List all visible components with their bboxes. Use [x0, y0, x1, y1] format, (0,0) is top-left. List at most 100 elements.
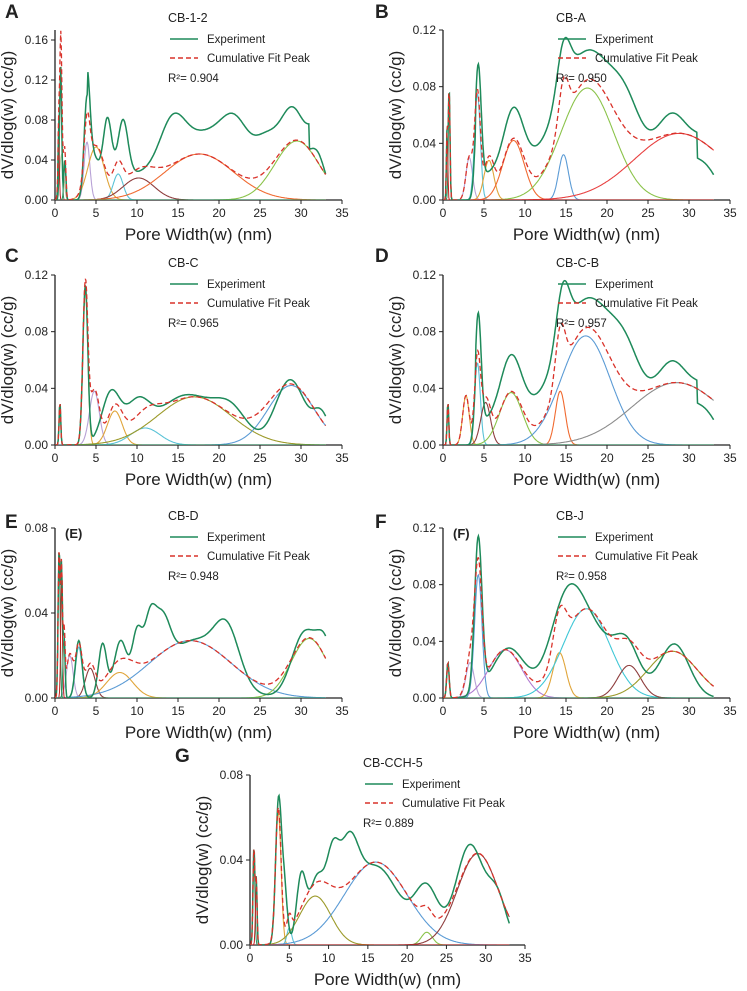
r-squared-label: R²= 0.965	[168, 318, 219, 330]
cumulative-fit-curve	[55, 30, 327, 200]
fit-component-curve	[443, 652, 714, 698]
chart-panel-b: B 0 5 10 15 20 25 30 35 0.00 0.04 0.08 0.12 Pore Widt…	[375, 2, 737, 244]
fit-component-curve	[55, 640, 326, 698]
sample-title: CB-J	[556, 509, 584, 523]
x-tick-label: 20	[600, 451, 614, 465]
y-axis-title: dV/dlog(w) (cc/g)	[0, 51, 17, 179]
y-tick-label: 0.12	[413, 521, 437, 535]
x-tick-label: 20	[400, 951, 414, 965]
fit-component-curve	[55, 141, 326, 200]
y-tick-label: 0.04	[25, 606, 49, 620]
x-tick-label: 30	[294, 451, 308, 465]
plot-area	[443, 36, 715, 200]
panel-letter: F	[375, 512, 387, 533]
inset-tag: (F)	[453, 526, 470, 541]
cumulative-fit-curve	[250, 807, 510, 945]
micropore-peak-curve	[250, 849, 510, 945]
chart-panel-d: D 0 5 10 15 20 25 30 35 0.00 0.04 0.08 0.12 Pore Widt…	[375, 246, 737, 489]
panel-letter: E	[5, 512, 18, 533]
legend-label-experiment: Experiment	[402, 779, 461, 791]
sample-title: CB-1-2	[168, 11, 208, 25]
fit-component-curve	[443, 382, 714, 445]
chart-panel-e: E 0 5 10 15 20 25 30 35 0.00 0.04 0.08 Pore Width(w)…	[0, 509, 349, 742]
y-tick-label: 0.12	[25, 73, 49, 87]
r-squared-label: R²= 0.948	[168, 571, 219, 583]
x-axis-title: Pore Width(w) (nm)	[125, 723, 272, 742]
x-tick-label: 10	[130, 704, 144, 718]
x-tick-label: 25	[440, 951, 454, 965]
experiment-curve	[55, 66, 327, 200]
cumulative-fit-curve	[55, 552, 327, 698]
legend-label-fit: Cumulative Fit Peak	[595, 551, 698, 563]
chart-panel-a: A 0 5 10 15 20 25 30 35 0.00 0.04 0.08 0.12 0.16 Pore …	[0, 2, 349, 244]
x-tick-label: 25	[253, 206, 267, 220]
micropore-peak-curve	[55, 67, 326, 200]
legend-label-experiment: Experiment	[207, 34, 266, 46]
y-tick-label: 0.12	[413, 23, 437, 37]
y-axis-title: dV/dlog(w) (cc/g)	[386, 549, 405, 677]
plot-area	[250, 793, 511, 945]
y-tick-label: 0.04	[25, 153, 49, 167]
y-tick-label: 0.08	[25, 521, 49, 535]
x-tick-label: 10	[518, 704, 532, 718]
y-tick-label: 0.00	[413, 438, 437, 452]
y-tick-label: 0.04	[220, 853, 244, 867]
x-tick-label: 15	[361, 951, 375, 965]
y-tick-label: 0.12	[413, 268, 437, 282]
fit-component-curve	[55, 173, 326, 200]
x-tick-label: 15	[559, 704, 573, 718]
x-axis-title: Pore Width(w) (nm)	[513, 470, 660, 489]
fit-component-curve	[55, 671, 326, 698]
x-tick-label: 10	[130, 206, 144, 220]
sample-title: CB-C-B	[556, 256, 599, 270]
legend-label-experiment: Experiment	[595, 34, 654, 46]
y-tick-label: 0.08	[25, 325, 49, 339]
x-tick-label: 35	[335, 704, 349, 718]
fit-component-curve	[443, 661, 714, 698]
fit-component-curve	[250, 927, 510, 945]
x-tick-label: 25	[253, 704, 267, 718]
chart-panel-c: C 0 5 10 15 20 25 30 35 0.00 0.04 0.08 0.12 Pore Widt…	[0, 246, 349, 489]
x-tick-label: 30	[682, 451, 696, 465]
y-axis-title: dV/dlog(w) (cc/g)	[0, 549, 17, 677]
legend-label-experiment: Experiment	[595, 279, 654, 291]
y-tick-label: 0.00	[25, 438, 49, 452]
plot-area	[55, 30, 327, 200]
x-tick-label: 35	[723, 451, 737, 465]
fit-component-curve	[55, 646, 326, 698]
x-tick-label: 20	[600, 704, 614, 718]
x-tick-label: 20	[600, 206, 614, 220]
x-axis-title: Pore Width(w) (nm)	[125, 470, 272, 489]
y-axis-title: dV/dlog(w) (cc/g)	[386, 51, 405, 179]
panel-letter: C	[5, 246, 19, 267]
fit-component-curve	[443, 159, 714, 200]
x-tick-label: 35	[723, 704, 737, 718]
fit-component-curve	[55, 667, 326, 698]
x-tick-label: 5	[93, 704, 100, 718]
inset-tag: (E)	[65, 526, 82, 541]
y-tick-label: 0.08	[220, 768, 244, 782]
x-tick-label: 20	[212, 206, 226, 220]
plot-area	[55, 278, 327, 445]
x-axis-title: Pore Width(w) (nm)	[513, 225, 660, 244]
x-tick-label: 0	[52, 451, 59, 465]
x-tick-label: 35	[335, 206, 349, 220]
panel-letter: A	[5, 2, 19, 23]
sample-title: CB-C	[168, 256, 199, 270]
x-tick-label: 10	[518, 206, 532, 220]
y-tick-label: 0.08	[413, 578, 437, 592]
y-tick-label: 0.00	[25, 691, 49, 705]
legend-label-fit: Cumulative Fit Peak	[402, 798, 505, 810]
y-axis-title: dV/dlog(w) (cc/g)	[0, 296, 17, 424]
x-tick-label: 25	[641, 704, 655, 718]
x-tick-label: 0	[52, 206, 59, 220]
legend-label-fit: Cumulative Fit Peak	[207, 53, 310, 65]
x-axis-title: Pore Width(w) (nm)	[314, 970, 461, 989]
x-tick-label: 5	[286, 951, 293, 965]
x-tick-label: 15	[559, 451, 573, 465]
x-tick-label: 0	[247, 951, 254, 965]
plot-area	[443, 533, 715, 698]
legend-label-experiment: Experiment	[207, 532, 266, 544]
legend-label-fit: Cumulative Fit Peak	[207, 551, 310, 563]
x-tick-label: 15	[559, 206, 573, 220]
